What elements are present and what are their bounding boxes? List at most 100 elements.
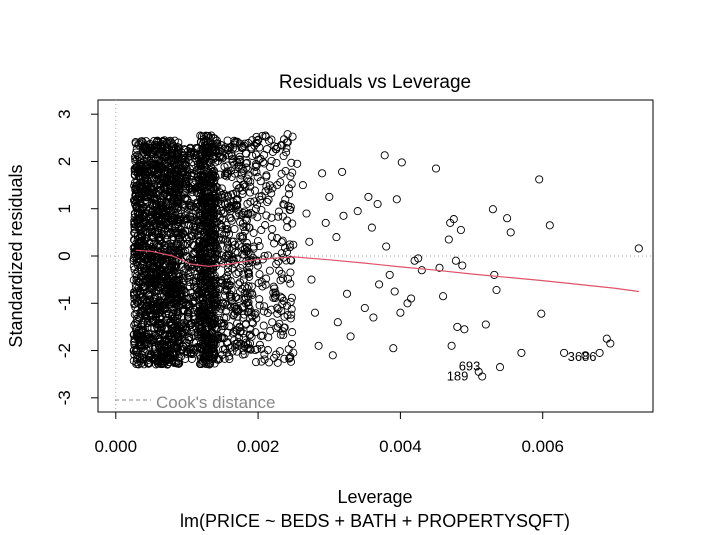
data-point (414, 254, 423, 263)
data-point (195, 307, 205, 316)
data-point (223, 169, 233, 178)
data-point (159, 279, 169, 288)
data-point (198, 312, 207, 321)
data-point (238, 142, 247, 151)
data-point (283, 274, 293, 283)
data-point (153, 137, 162, 146)
data-point (158, 178, 167, 187)
data-point (276, 276, 285, 285)
data-point (198, 173, 207, 182)
data-point (133, 231, 143, 240)
data-point (161, 259, 170, 268)
data-point (181, 193, 190, 202)
data-point (238, 186, 247, 195)
data-point (185, 203, 194, 212)
data-point (220, 344, 229, 354)
data-point (153, 156, 162, 165)
data-point (161, 299, 170, 308)
data-point (267, 156, 276, 165)
data-point (220, 274, 229, 283)
data-point (231, 137, 240, 146)
data-point (250, 167, 259, 176)
data-point (196, 343, 205, 353)
data-point (131, 183, 140, 192)
data-point (267, 232, 276, 241)
data-point (273, 358, 282, 367)
data-point (227, 294, 236, 303)
data-point (171, 340, 181, 349)
data-point (255, 270, 264, 279)
data-point (196, 236, 205, 245)
data-point (254, 279, 263, 288)
x-tick-label: 0.000 (95, 437, 138, 456)
data-point (254, 155, 263, 164)
data-point (253, 213, 262, 222)
data-point (211, 287, 220, 297)
data-point (135, 219, 144, 228)
data-point (248, 290, 257, 299)
data-point (154, 171, 163, 180)
y-tick-label: 2 (55, 157, 74, 166)
data-point (220, 199, 229, 208)
data-point (407, 294, 416, 303)
data-point (248, 312, 257, 321)
data-point (190, 282, 199, 291)
data-point (492, 285, 501, 295)
data-point (234, 206, 243, 215)
data-point (202, 144, 212, 153)
data-point (214, 197, 223, 206)
data-point (204, 228, 213, 238)
data-point (259, 321, 268, 330)
data-point (142, 161, 151, 170)
data-point (261, 221, 270, 230)
data-point (175, 215, 184, 224)
y-tick-label: -2 (55, 343, 74, 358)
data-point (389, 344, 398, 353)
y-axis: -3 -2 -1 0 1 2 3 (55, 109, 99, 405)
data-point (267, 213, 276, 222)
data-point (390, 287, 399, 296)
data-point (287, 158, 296, 167)
data-point (196, 131, 205, 140)
data-point (177, 290, 186, 299)
data-point (201, 131, 211, 140)
data-point (149, 233, 158, 242)
data-point (153, 357, 162, 366)
data-point (288, 328, 297, 337)
data-point (244, 248, 253, 257)
data-point (168, 260, 177, 269)
data-point (200, 355, 209, 364)
data-point (134, 152, 143, 162)
data-point (231, 248, 240, 257)
data-point (186, 349, 196, 358)
data-point (173, 313, 182, 322)
data-point (273, 303, 282, 312)
data-point (153, 206, 162, 215)
data-point (242, 238, 251, 247)
data-point (353, 207, 362, 216)
cooks-distance-legend: Cook's distance (115, 393, 275, 412)
data-point (595, 348, 604, 357)
data-point (270, 292, 279, 301)
data-point (228, 237, 237, 246)
data-point (246, 197, 255, 206)
data-point (177, 248, 186, 257)
data-point (160, 325, 169, 334)
data-point (178, 274, 187, 283)
x-axis: 0.000 0.002 0.004 0.006 (95, 411, 564, 456)
cooks-distance-legend-text: Cook's distance (156, 393, 275, 412)
data-point (195, 350, 205, 359)
data-point (247, 308, 256, 317)
data-point (217, 141, 226, 150)
data-point (196, 172, 205, 181)
data-point (141, 143, 150, 152)
data-point (158, 208, 167, 217)
data-point (236, 263, 245, 273)
data-point (212, 293, 221, 302)
data-point (161, 151, 170, 160)
y-axis-label: Standardized residuals (6, 164, 26, 347)
data-point (278, 327, 287, 336)
data-point (143, 168, 152, 177)
data-point (244, 282, 253, 291)
data-point (235, 157, 244, 166)
